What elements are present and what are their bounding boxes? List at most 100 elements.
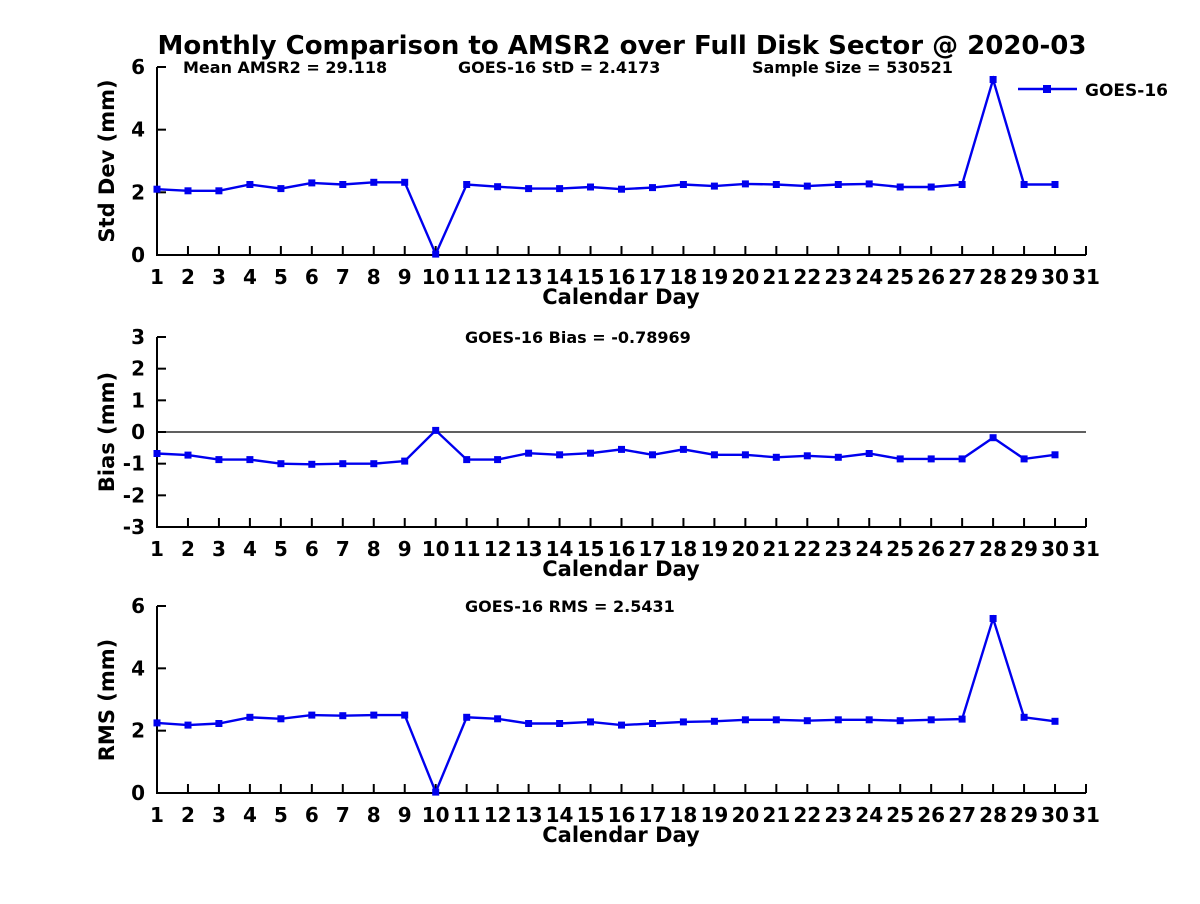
annotation-goes16-std: GOES-16 StD = 2.4173 [458,58,660,77]
data-marker [525,185,533,193]
x-tick-label: 3 [212,803,226,827]
y-tick-label: 2 [131,180,145,204]
data-marker [741,716,749,724]
data-marker [432,426,440,434]
x-tick-label: 14 [546,537,574,561]
data-line [156,75,1055,258]
x-tick-label: 18 [670,537,698,561]
x-tick-label: 3 [212,537,226,561]
x-tick-label: 6 [305,803,319,827]
data-marker [153,185,161,193]
x-tick-label: 6 [305,537,319,561]
data-marker [339,181,347,188]
x-tick-label: 27 [948,803,976,827]
data-marker [556,720,564,727]
data-marker [896,455,904,463]
annotation-sample-size: Sample Size = 530521 [752,58,953,77]
y-tick-label: -2 [123,483,145,507]
data-marker [370,178,378,186]
x-tick-label: 21 [762,803,790,827]
data-marker [958,715,966,723]
x-tick-label: 15 [577,537,605,561]
data-marker [649,451,656,459]
data-marker [587,449,594,457]
x-tick-label: 20 [731,265,759,289]
data-marker [865,450,873,457]
data-marker [184,721,192,729]
x-tick-label: 2 [181,803,195,827]
x-tick-label: 1 [150,537,164,561]
data-marker [741,180,749,188]
x-tick-label: 26 [917,803,945,827]
x-tick-label: 2 [181,537,195,561]
data-marker [772,716,780,724]
y-tick-label: 6 [131,594,145,618]
y-axis-label-rms: RMS (mm) [95,639,119,761]
y-tick-label: 3 [131,325,145,349]
data-marker [432,250,440,258]
data-marker [556,185,564,193]
x-tick-label: 1 [150,803,164,827]
x-tick-label: 6 [305,265,319,289]
x-tick-label: 21 [762,265,790,289]
data-marker [710,717,718,725]
x-tick-label: 8 [367,265,381,289]
y-tick-label: 0 [131,243,145,267]
data-marker [958,455,966,463]
data-marker [308,179,316,187]
x-tick-label: 16 [608,265,636,289]
data-marker [277,460,285,468]
x-tick-label: 17 [639,803,667,827]
y-axis-label-stddev: Std Dev (mm) [95,79,119,242]
legend-label: GOES-16 [1085,81,1168,101]
x-tick-label: 24 [855,537,883,561]
y-tick-label: 2 [131,719,145,743]
y-tick-label: 0 [131,420,145,444]
data-marker [803,452,811,460]
x-tick-label: 19 [700,265,728,289]
axis-line [156,67,1086,256]
data-marker [927,716,935,724]
data-marker [432,788,440,796]
legend-marker-sample [1043,85,1051,93]
data-marker [834,181,842,188]
annotation-goes16-bias: GOES-16 Bias = -0.78969 [465,328,691,347]
legend: GOES-16 [1018,81,1168,101]
x-tick-label: 31 [1072,803,1100,827]
x-tick-label: 11 [453,803,481,827]
x-tick-label: 9 [398,537,412,561]
x-tick-label: 5 [274,803,288,827]
data-marker [339,460,347,468]
data-marker [1020,713,1028,721]
x-tick-label: 28 [979,265,1007,289]
x-tick-label: 30 [1041,803,1069,827]
x-tick-label: 14 [546,265,574,289]
data-marker [370,460,378,468]
data-marker [184,187,192,195]
x-tick-label: 18 [670,265,698,289]
x-tick-label: 19 [700,537,728,561]
data-marker [246,181,254,188]
data-marker [927,183,935,191]
data-marker [1020,181,1028,188]
data-marker [1051,717,1059,725]
data-marker [679,718,687,726]
data-line [156,614,1056,796]
x-tick-label: 23 [824,537,852,561]
x-tick-label: 1 [150,265,164,289]
x-tick-label: 24 [855,803,883,827]
x-tick-label: 26 [917,537,945,561]
x-tick-label: 23 [824,265,852,289]
data-marker [679,445,687,453]
x-tick-label: 25 [886,537,914,561]
data-marker [1051,181,1059,188]
data-marker [153,450,161,457]
data-marker [525,720,533,727]
data-marker [865,716,873,724]
data-marker [618,445,625,453]
x-tick-label: 15 [577,265,605,289]
